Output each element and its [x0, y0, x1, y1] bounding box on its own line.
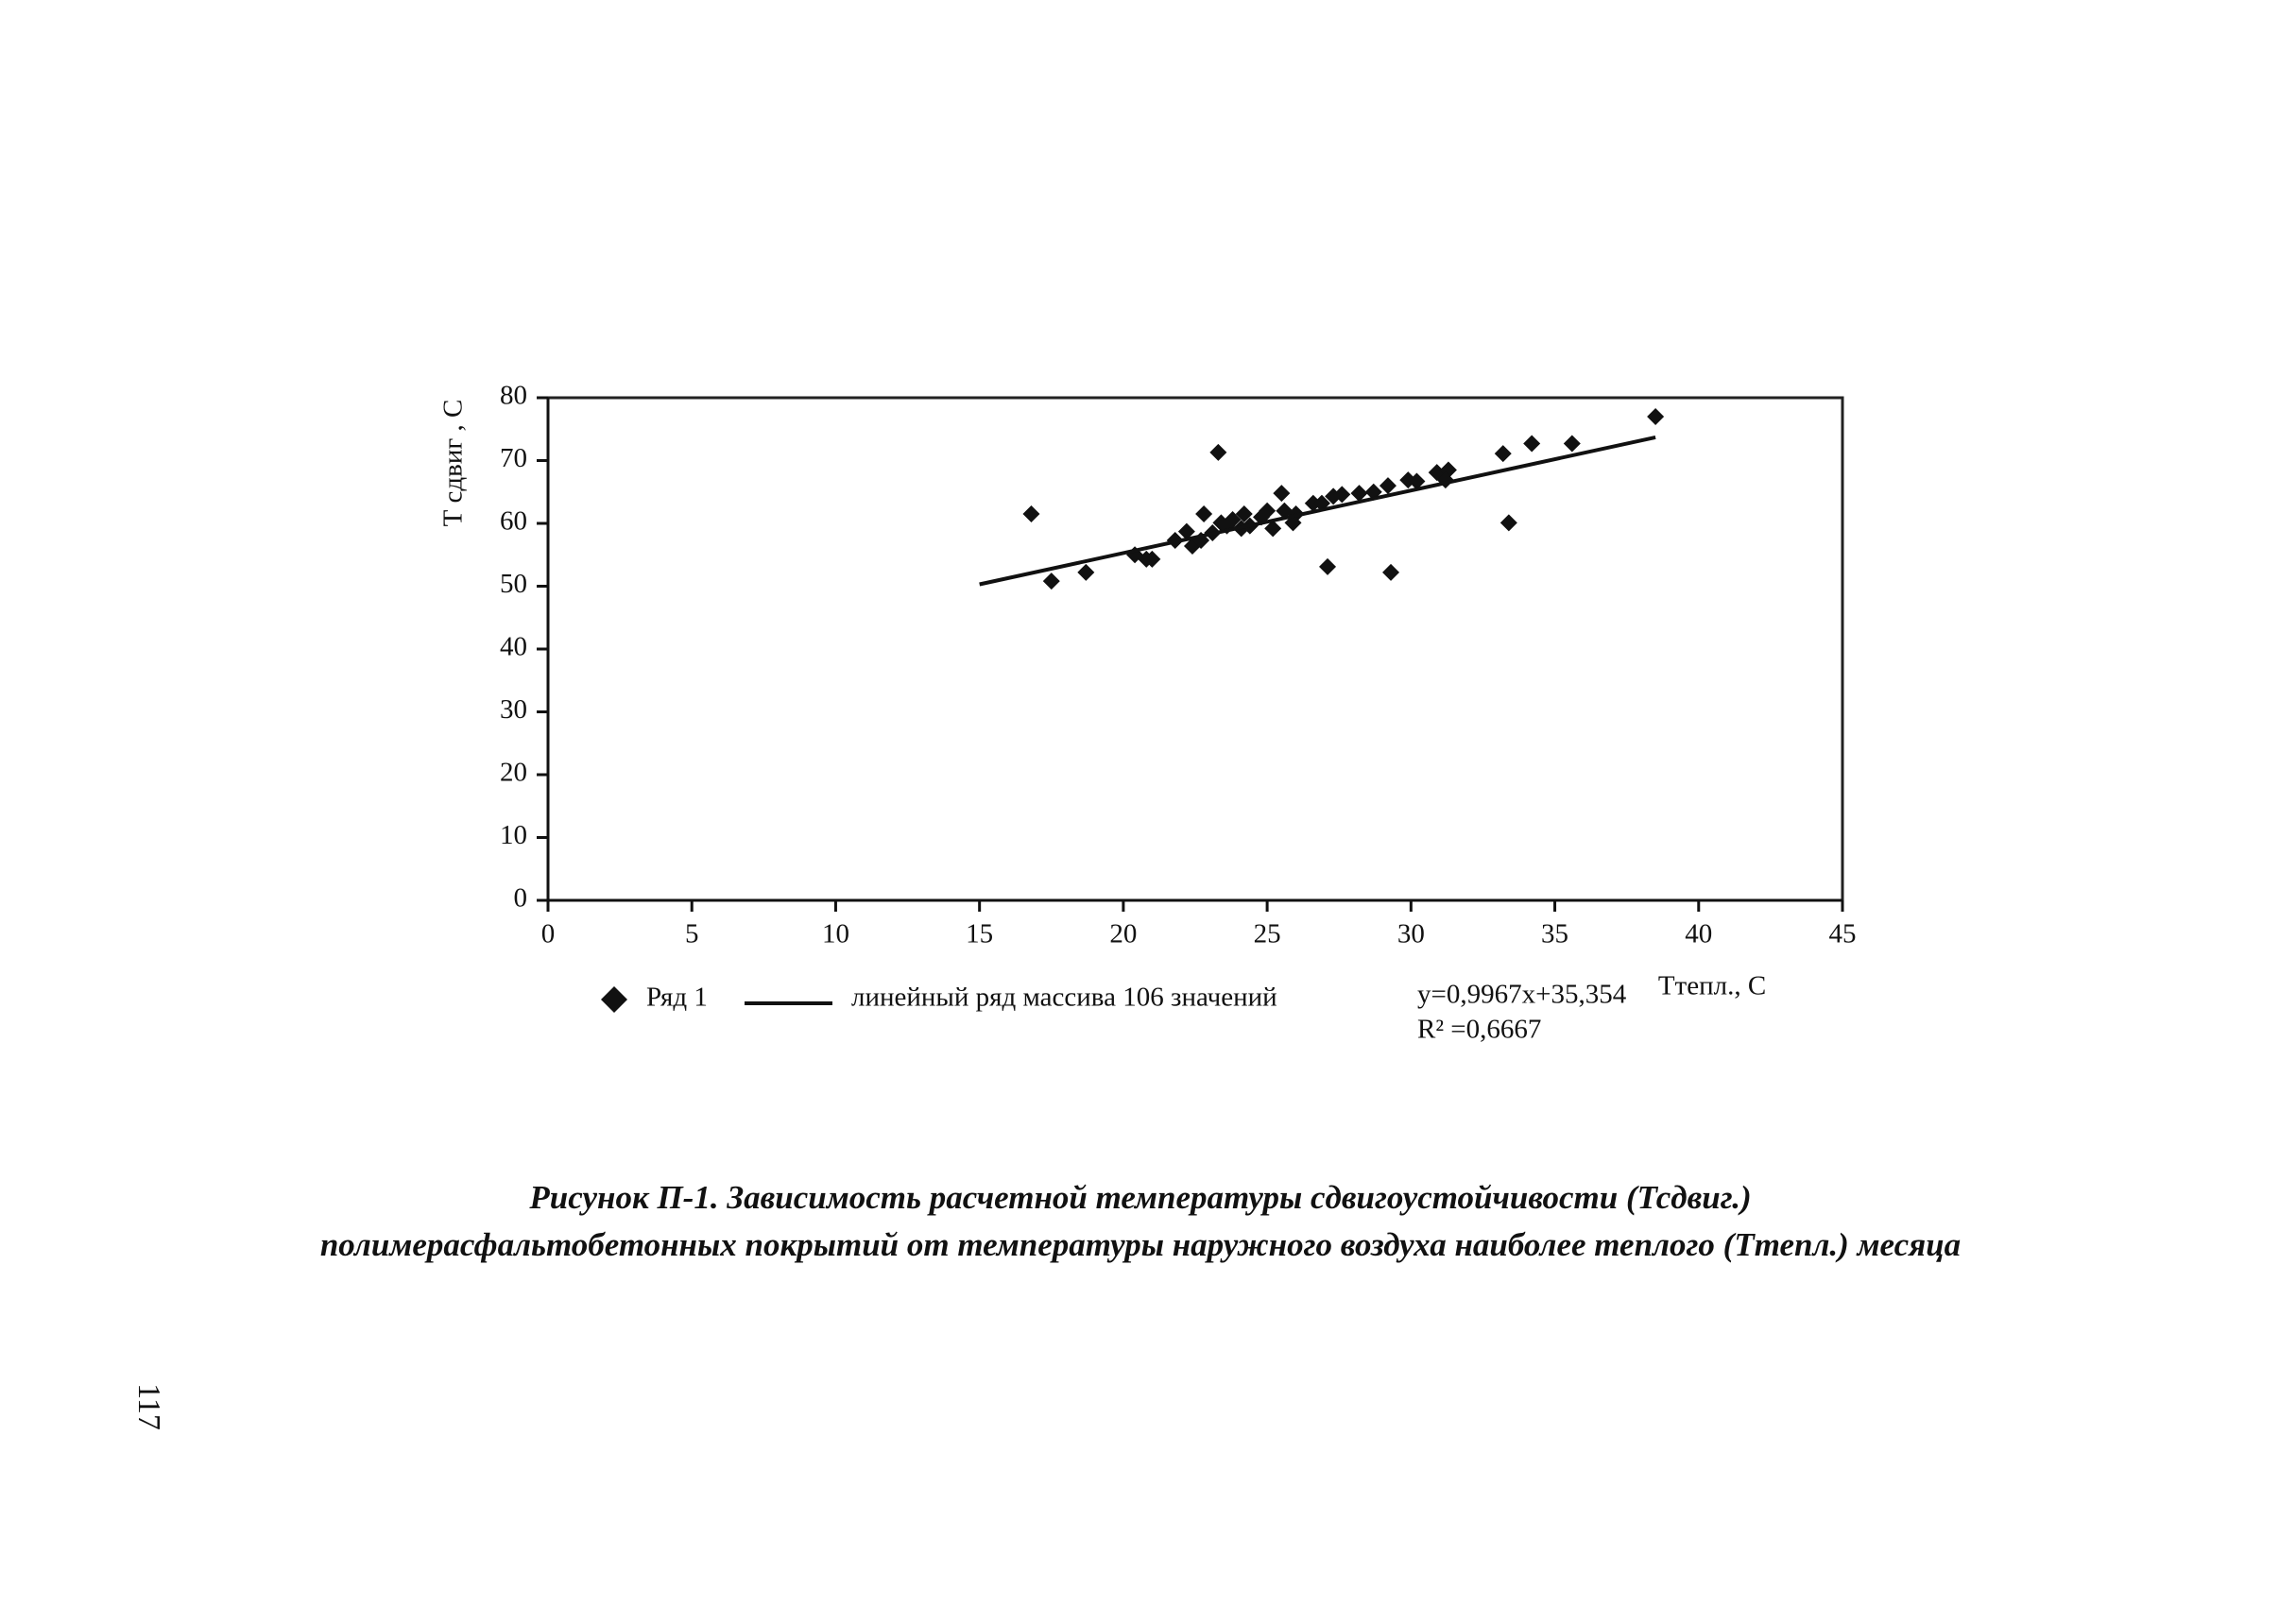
x-axis-label: Ттепл., С	[1658, 971, 1766, 1001]
y-tick-label: 60	[500, 506, 527, 537]
point	[1379, 477, 1397, 495]
point	[1143, 550, 1161, 568]
x-tick-label: 15	[966, 919, 993, 949]
y-tick-label: 80	[500, 381, 527, 411]
legend-marker	[601, 986, 627, 1013]
point	[1499, 514, 1517, 532]
x-tick-label: 40	[1685, 919, 1712, 949]
point	[1177, 522, 1195, 540]
point	[1523, 435, 1541, 453]
point	[1042, 573, 1060, 590]
point	[1264, 520, 1282, 538]
point	[1209, 443, 1227, 461]
x-tick-label: 20	[1109, 919, 1137, 949]
x-tick-label: 45	[1829, 919, 1857, 949]
x-tick-label: 5	[685, 919, 699, 949]
point	[1235, 505, 1253, 523]
point	[1259, 502, 1277, 520]
legend-label: линейный ряд массива 106 значений	[851, 983, 1277, 1013]
point	[1195, 505, 1213, 523]
y-tick-label: 0	[514, 883, 528, 914]
point	[1319, 557, 1337, 575]
x-tick-label: 25	[1254, 919, 1281, 949]
point	[1350, 485, 1368, 503]
x-tick-label: 35	[1541, 919, 1568, 949]
y-tick-label: 20	[500, 758, 527, 788]
point	[1494, 445, 1512, 463]
point	[1273, 485, 1291, 503]
point	[1408, 472, 1426, 490]
point	[1382, 563, 1400, 581]
point	[1647, 407, 1665, 425]
trend-line	[979, 435, 1656, 587]
plot-frame	[546, 396, 1844, 902]
point	[1077, 563, 1095, 581]
legend-label: Ряд 1	[646, 983, 708, 1013]
caption: полимерасфальтобетонных покрытий от темп…	[320, 1226, 1961, 1263]
point	[1022, 505, 1040, 523]
y-tick-label: 50	[500, 569, 527, 599]
page-number: 117	[131, 1383, 166, 1430]
y-axis-label: Т сдвиг , С	[438, 400, 469, 527]
caption: Рисунок П-1. Зависимость расчетной темпе…	[528, 1179, 1751, 1216]
point	[1224, 511, 1242, 529]
equation: y=0,9967x+35,354	[1417, 980, 1627, 1010]
point	[1333, 486, 1351, 504]
x-tick-label: 10	[822, 919, 849, 949]
r-squared: R² =0,6667	[1417, 1015, 1541, 1045]
point	[1304, 494, 1322, 512]
x-tick-label: 30	[1397, 919, 1425, 949]
point	[1563, 435, 1581, 453]
y-tick-label: 70	[500, 443, 527, 473]
y-tick-label: 40	[500, 632, 527, 662]
y-tick-label: 10	[500, 820, 527, 850]
y-tick-label: 30	[500, 694, 527, 725]
x-tick-label: 0	[541, 919, 556, 949]
